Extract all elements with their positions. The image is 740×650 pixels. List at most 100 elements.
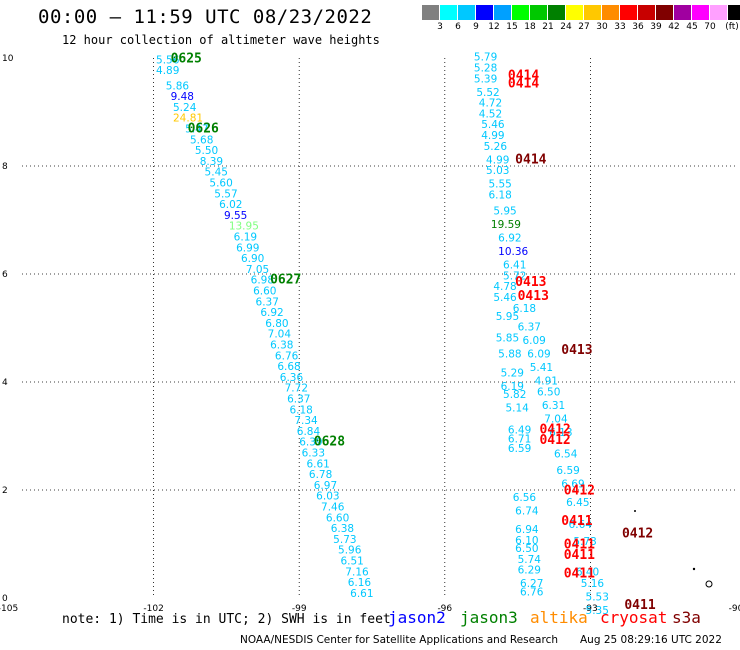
wave-height-label: 6.80	[265, 318, 288, 330]
wave-height-label: 5.41	[530, 362, 553, 374]
wave-height-label: 5.45	[205, 167, 228, 179]
color-scale-label: 39	[650, 22, 662, 32]
color-scale-label: 45	[686, 22, 698, 32]
wave-height-label: 6.68	[277, 361, 300, 373]
wave-height-label: 5.46	[493, 292, 517, 304]
color-swatch	[422, 5, 440, 20]
color-scale-label: 27	[578, 22, 590, 32]
y-tick-label: 8	[2, 162, 8, 172]
wave-height-label: 6.10	[515, 535, 538, 547]
color-scale-label: 36	[632, 22, 644, 32]
wave-height-label: 7.34	[294, 415, 318, 427]
color-swatch	[476, 5, 494, 20]
color-swatch	[692, 5, 710, 20]
wave-height-label: 13.95	[229, 221, 259, 233]
units-note: note: 1) Time is in UTC; 2) SWH is in fe…	[62, 612, 391, 627]
color-swatch	[458, 5, 476, 20]
wave-height-label: 6.78	[309, 469, 332, 481]
wave-height-label: 6.45	[566, 497, 589, 509]
wave-height-label: 6.29	[518, 565, 541, 577]
pass-number-label: 0412	[539, 422, 570, 437]
wave-height-label: 5.26	[484, 141, 508, 153]
pass-number-label: 0625	[171, 51, 202, 66]
wave-height-label: 6.18	[488, 189, 511, 201]
pass-number-label: 0411	[564, 537, 595, 552]
wave-height-label: 4.78	[493, 281, 516, 293]
pass-number-label: 0411	[624, 598, 655, 613]
credit-text: NOAA/NESDIS Center for Satellite Applica…	[240, 634, 558, 646]
wave-height-label: 5.46	[481, 119, 505, 131]
wave-height-label: 6.97	[314, 480, 337, 492]
color-swatch	[728, 5, 740, 20]
wave-height-label: 6.27	[520, 578, 543, 590]
wave-height-label: 6.90	[241, 253, 264, 265]
wave-height-label: 6.39	[299, 437, 322, 449]
wave-height-label: 5.50	[195, 145, 218, 157]
wave-height-label: 6.76	[275, 350, 299, 362]
color-scale-label: 18	[524, 22, 536, 32]
wave-height-label: 6.50	[537, 387, 560, 399]
wave-height-label: 4.99	[486, 154, 509, 166]
wave-height-label: 6.61	[350, 588, 373, 600]
wave-height-label: 5.74	[518, 554, 542, 566]
pass-number-label: 0411	[561, 514, 592, 529]
wave-height-label: 5.52	[476, 87, 499, 99]
wave-height-label: 6.36	[280, 372, 304, 384]
wave-height-label: 6.19	[234, 232, 257, 244]
wave-height-label: 5.39	[474, 73, 497, 85]
color-scale-label: 6	[455, 22, 461, 32]
y-tick-label: 4	[2, 378, 8, 388]
wave-height-label: 9.48	[171, 91, 194, 103]
wave-height-label: 7.04	[544, 414, 568, 426]
wave-height-label: 5.73	[573, 536, 596, 548]
wave-height-label: 6.92	[260, 307, 283, 319]
wave-height-label: 6.74	[515, 505, 539, 517]
wave-height-label: 5.96	[338, 545, 362, 557]
wave-height-label: 6.03	[316, 491, 339, 503]
wave-height-label: 5.85	[496, 333, 519, 345]
satellite-legend-jason2: jason2	[388, 608, 446, 627]
island-outline	[705, 580, 713, 588]
wave-height-label: 7.72	[285, 383, 308, 395]
wave-height-label: 5.60	[209, 178, 232, 190]
wave-height-label: 6.18	[513, 303, 536, 315]
wave-height-label: 7.04	[268, 329, 292, 341]
color-scale-label: 70	[704, 22, 716, 32]
wave-height-label: 6.56	[513, 492, 537, 504]
pass-number-label: 0628	[314, 435, 345, 450]
color-scale-label: (ft)	[725, 22, 739, 32]
map-subtitle: 12 hour collection of altimeter wave hei…	[62, 33, 380, 47]
wave-height-label: 6.98	[251, 275, 274, 287]
color-swatch	[656, 5, 674, 20]
wave-height-label: 5.72	[503, 270, 526, 282]
color-swatch	[494, 5, 512, 20]
wave-height-label: 6.71	[508, 433, 531, 445]
wave-height-label: 5.47	[185, 124, 208, 136]
satellite-legend-s3a: s3a	[672, 608, 701, 627]
y-tick-label: 0	[2, 594, 8, 604]
wave-height-label: 5.55	[488, 179, 511, 191]
wave-height-label: 5.16	[581, 578, 605, 590]
color-scale-label: 21	[542, 22, 554, 32]
color-swatch	[566, 5, 584, 20]
color-scale-labels: 3 6 9 12 15 18 21 24 27 30 33 36 39 42 45 70 (ft)	[422, 22, 740, 34]
y-tick-label: 6	[2, 270, 8, 280]
wave-height-label: 7.16	[345, 566, 369, 578]
wave-height-label: 5.28	[474, 63, 497, 75]
wave-height-label: 6.59	[556, 465, 579, 477]
wave-height-label: 7.05	[246, 264, 269, 276]
color-swatch	[512, 5, 530, 20]
color-scale-label: 3	[437, 22, 443, 32]
satellite-legend-cryosat: cryosat	[600, 608, 668, 627]
wave-height-label: 6.60	[326, 512, 349, 524]
wave-height-label: 5.95	[493, 206, 516, 218]
island-outline	[634, 510, 636, 512]
satellite-legend-jason3: jason3	[460, 608, 518, 627]
wave-height-label: 5.53	[586, 592, 609, 604]
pass-number-label: 0412	[539, 433, 570, 448]
wave-height-label: 6.64	[569, 519, 593, 531]
wave-height-label: 4.99	[481, 130, 504, 142]
color-scale-label: 42	[668, 22, 680, 32]
wave-height-label: 6.49	[508, 424, 531, 436]
